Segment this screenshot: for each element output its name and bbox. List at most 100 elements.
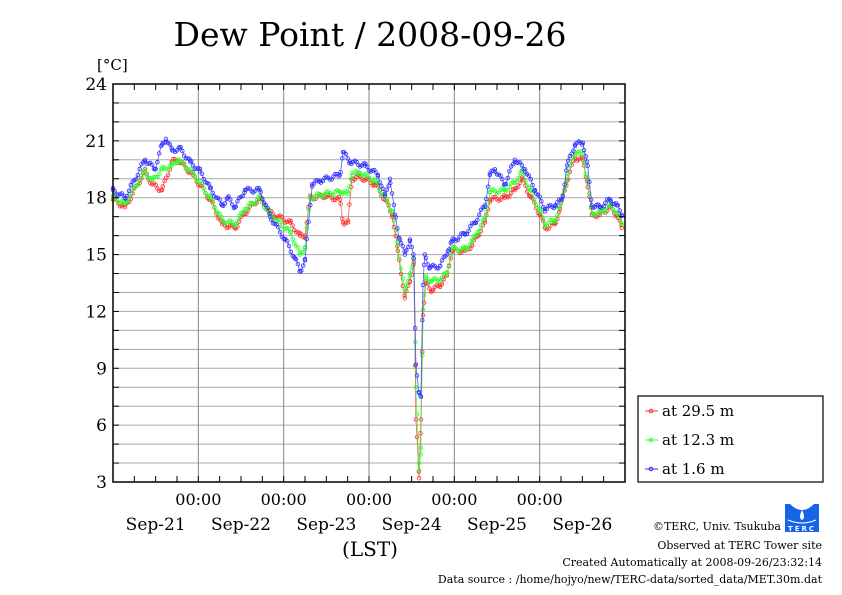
data-point [392,212,398,217]
data-point [181,162,187,168]
data-point [395,226,400,231]
data-point [172,161,178,166]
data-point [315,191,320,196]
data-point [564,168,569,173]
data-point [210,190,215,195]
data-point [222,201,228,206]
data-point [164,167,169,172]
data-point [327,177,333,182]
data-point [523,178,528,184]
y-tick-label: 21 [85,132,107,152]
data-point [557,204,563,210]
data-point [384,196,389,202]
legend: at 29.5 m at 12.3 m at 1.6 m [637,395,824,483]
data-point [583,154,589,159]
data-point [153,166,158,172]
data-point [180,159,185,164]
data-point [402,293,407,298]
data-point [229,202,235,207]
data-point [252,201,258,206]
data-point [485,184,491,189]
data-point [393,233,398,239]
data-point [469,237,475,242]
svg-text:TERC: TERC [788,525,816,533]
x-date-label: Sep-23 [296,515,356,535]
data-point [398,266,404,271]
data-point [587,179,592,184]
data-point [615,211,621,216]
data-point [482,216,488,221]
data-point [589,210,595,216]
data-point [583,171,589,177]
grid [113,84,625,482]
data-point [423,273,429,278]
data-point [301,263,306,268]
data-point [466,228,471,233]
data-point [407,238,413,244]
data-point [340,189,346,195]
data-point [446,263,452,268]
data-point [188,158,194,164]
data-point [398,240,404,246]
data-point [336,194,341,200]
data-point [413,417,419,422]
data-point [512,157,517,162]
data-point [308,202,313,208]
data-point [400,243,405,249]
data-point [267,211,272,216]
data-point [475,217,480,223]
data-point [423,255,429,261]
data-point [541,216,546,221]
data-point [425,262,430,267]
data-point [409,244,414,250]
data-point [414,373,420,378]
data-point [306,207,311,212]
data-point [244,207,249,212]
data-point [331,197,336,203]
data-point [477,212,482,217]
data-point [190,169,196,174]
data-point [302,258,308,263]
data-point [135,172,141,178]
data-point [357,170,363,176]
data-point [398,271,404,277]
data-point [478,222,484,228]
data-point [269,217,274,222]
data-point [345,156,350,161]
data-point [288,249,293,254]
data-point [263,202,269,208]
data-point [156,188,162,193]
data-point [526,173,532,178]
data-point [537,206,542,212]
series-1 [110,149,624,473]
legend-marker [648,437,654,443]
data-point [167,142,173,147]
data-point [509,190,514,196]
data-point [416,468,422,473]
series-line [112,156,623,479]
x-time-label: 00:00 [517,490,563,509]
data-point [304,225,309,231]
data-point [414,412,420,417]
data-point [402,252,408,257]
series-0 [110,155,624,481]
data-point [557,205,562,210]
data-point [347,184,352,189]
data-point [192,174,197,179]
y-tick-label: 15 [85,246,107,266]
data-point [370,168,375,173]
data-point [617,208,622,213]
data-point [309,196,315,202]
x-date-label: Sep-22 [211,515,271,535]
y-tick-label: 6 [96,416,107,436]
data-point [411,256,416,261]
data-point [155,159,160,165]
data-point [516,176,521,181]
data-point [567,163,573,168]
observed-text: Observed at TERC Tower site [657,539,822,552]
data-point [507,184,512,190]
data-point [377,180,382,185]
data-point [589,197,594,202]
y-tick-label: 3 [96,473,107,493]
data-point [197,166,203,172]
